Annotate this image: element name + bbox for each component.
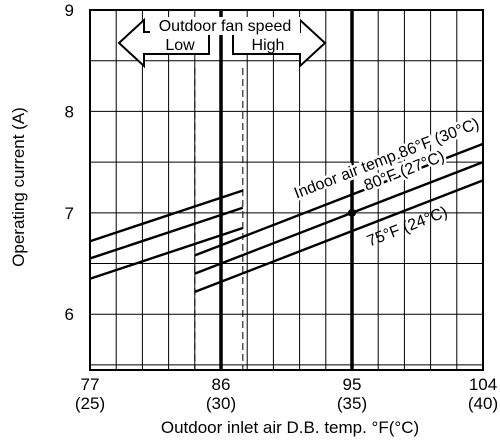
y-tick-label: 8	[65, 102, 74, 121]
plot-frame	[89, 9, 484, 371]
series-line-3-segment-1	[89, 226, 244, 280]
low-label: Low	[165, 37, 195, 54]
y-axis-label: Operating current (A)	[9, 107, 28, 267]
x-tick-sublabel: (25)	[75, 394, 105, 413]
fan-speed-title-background	[150, 17, 300, 35]
x-tick-sublabel: (30)	[206, 394, 236, 413]
series-line-2-segment-1	[89, 206, 244, 260]
x-axis-label: Outdoor inlet air D.B. temp. °F(°C)	[161, 418, 419, 437]
x-tick-label: 86	[212, 375, 231, 394]
x-tick-sublabel: (40)	[468, 394, 498, 413]
y-tick-label: 6	[65, 305, 74, 324]
series-line-2-segment-2	[194, 160, 484, 275]
series-line-1-segment-2	[194, 142, 484, 257]
series-line-1-segment-1	[89, 189, 244, 243]
x-tick-label: 95	[343, 375, 362, 394]
series-lines	[89, 142, 484, 294]
grid	[90, 10, 484, 370]
series-line-3-segment-2	[194, 179, 484, 294]
x-tick-label: 104	[469, 375, 497, 394]
series-label-1: Indoor air temp.86°F (30°C)	[292, 115, 482, 202]
reference-lines	[194, 10, 354, 370]
y-tick-label: 7	[65, 204, 74, 223]
high-label: High	[252, 37, 285, 54]
fan-speed-title: Outdoor fan speed	[159, 18, 292, 35]
tick-labels: 6 7 8 9 77(25) 86(30) 95(35) 104(40)	[65, 1, 499, 413]
y-tick-label: 9	[65, 1, 74, 20]
data-point-marker	[348, 208, 356, 217]
fan-speed-arrows: Outdoor fan speed Low High	[117, 17, 327, 69]
low-arrow	[117, 17, 210, 69]
x-tick-sublabel: (35)	[337, 394, 367, 413]
series-annotations: Indoor air temp.86°F (30°C)80°F (27°C)75…	[289, 113, 484, 250]
x-tick-label: 77	[81, 375, 100, 394]
